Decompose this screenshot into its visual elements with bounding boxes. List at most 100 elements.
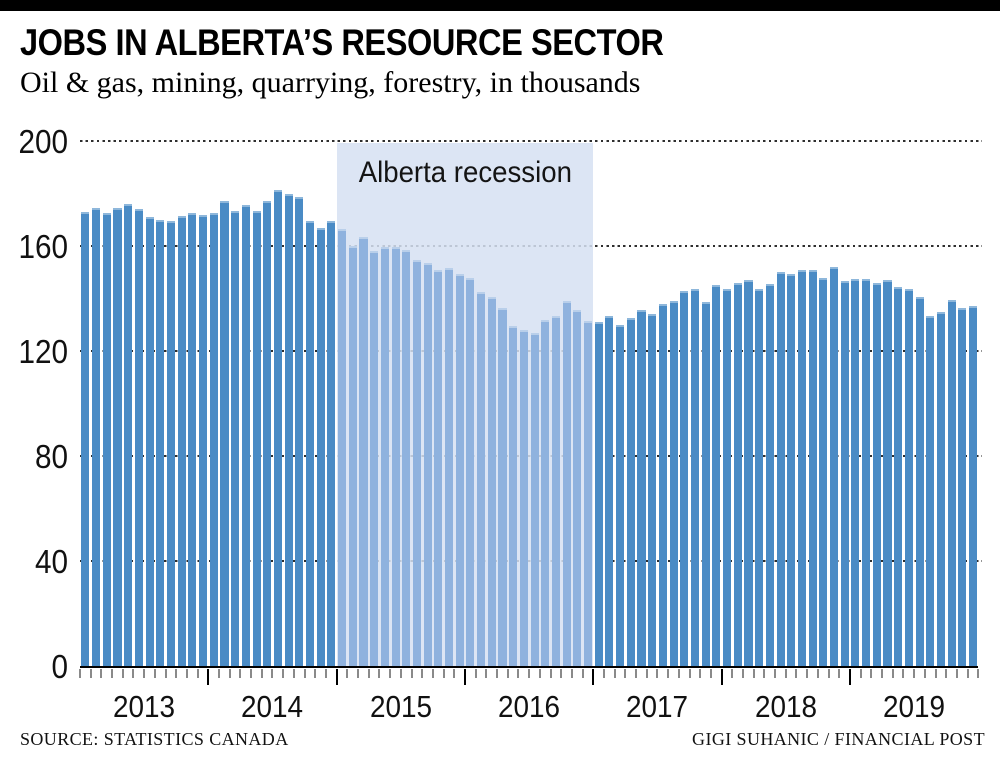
bar-2018-12 (840, 281, 849, 666)
month-tick (528, 668, 531, 678)
month-tick (517, 668, 520, 678)
month-tick (538, 668, 541, 678)
y-axis-label-40: 40 (34, 542, 68, 580)
month-tick (816, 668, 819, 678)
month-tick (742, 668, 745, 678)
month-tick (859, 668, 862, 678)
month-tick (570, 668, 573, 678)
bar-2019-06 (904, 289, 913, 666)
bar-2016-09 (551, 315, 561, 666)
bar-2018-06 (776, 272, 785, 666)
month-tick (838, 668, 841, 678)
top-rule (0, 0, 1000, 11)
month-tick (485, 668, 488, 678)
month-tick (314, 668, 317, 678)
bar-2016-11 (573, 310, 582, 666)
bar-2016-12 (584, 320, 593, 666)
bar-2018-02 (733, 282, 742, 666)
month-tick (153, 668, 156, 678)
month-tick (977, 668, 980, 678)
month-tick (913, 668, 916, 678)
month-tick (196, 668, 199, 678)
bar-2015-04 (370, 251, 379, 666)
bar-2013-08 (156, 219, 165, 666)
month-tick (645, 668, 648, 678)
bar-2016-08 (541, 319, 550, 666)
month-tick (966, 668, 969, 678)
bar-2019-04 (883, 280, 892, 666)
month-tick (881, 668, 884, 678)
x-axis-label-2017: 2017 (626, 689, 689, 724)
bar-2013-12 (199, 214, 208, 666)
x-axis-line (80, 665, 978, 669)
author-credit: GIGI SUHANIC / FINANCIAL POST (692, 729, 985, 749)
month-tick (132, 668, 135, 678)
bar-2013-01 (81, 211, 90, 666)
bar-2013-07 (145, 217, 154, 666)
month-tick (560, 668, 563, 678)
month-tick (111, 668, 114, 678)
bar-2015-05 (380, 247, 389, 666)
bar-2016-07 (530, 332, 539, 666)
bar-2017-03 (616, 324, 625, 666)
bar-2013-11 (188, 213, 197, 666)
month-tick (752, 668, 755, 678)
bar-2017-06 (648, 314, 657, 666)
month-tick (399, 668, 402, 678)
bar-2019-07 (915, 297, 924, 666)
month-tick (260, 668, 263, 678)
month-tick (292, 668, 295, 678)
x-axis-label-2018: 2018 (754, 689, 817, 724)
bar-2016-04 (498, 307, 507, 666)
bar-2014-08 (284, 193, 293, 666)
month-tick (421, 668, 424, 678)
x-axis-label-2013: 2013 (113, 689, 176, 724)
chart-title: JOBS IN ALBERTA’S RESOURCE SECTOR (20, 22, 664, 63)
month-tick (902, 668, 905, 678)
month-tick (763, 668, 766, 678)
bar-2014-07 (273, 189, 282, 666)
bar-2019-05 (894, 286, 903, 666)
month-tick (699, 668, 702, 678)
bar-2015-08 (412, 260, 421, 666)
y-axis-label-80: 80 (34, 437, 68, 475)
month-tick (891, 668, 894, 678)
bar-2017-08 (669, 301, 678, 666)
bar-2016-10 (562, 301, 571, 666)
month-tick (389, 668, 392, 678)
month-tick (431, 668, 434, 678)
bar-2013-03 (102, 213, 111, 666)
bar-2017-01 (594, 322, 603, 666)
month-tick (795, 668, 798, 678)
gridline-200 (80, 139, 982, 143)
month-tick (89, 668, 92, 678)
bar-2018-08 (797, 269, 806, 666)
bar-2013-04 (113, 207, 122, 666)
month-tick (143, 668, 146, 678)
bar-2015-09 (423, 263, 432, 666)
bar-2017-12 (712, 285, 721, 666)
y-axis-label-160: 160 (18, 227, 69, 265)
month-tick (185, 668, 188, 678)
month-tick (806, 668, 809, 678)
bar-2017-11 (701, 302, 710, 666)
bar-2015-07 (402, 249, 411, 666)
recession-band-label: Alberta recession (358, 156, 572, 189)
bar-2017-04 (626, 318, 635, 666)
x-axis-label-2015: 2015 (369, 689, 432, 724)
bar-2013-05 (124, 204, 133, 666)
bar-2018-05 (765, 284, 774, 666)
bar-2015-06 (391, 247, 400, 666)
month-tick (175, 668, 178, 678)
year-tick (592, 668, 595, 685)
month-tick (635, 668, 638, 678)
bar-2014-03 (231, 210, 240, 666)
month-tick (955, 668, 958, 678)
month-tick (303, 668, 306, 678)
month-tick (442, 668, 445, 678)
x-axis-label-2016: 2016 (498, 689, 561, 724)
x-axis-label-2014: 2014 (241, 689, 304, 724)
bar-2017-09 (680, 290, 689, 666)
bar-2013-06 (134, 209, 143, 666)
month-tick (218, 668, 221, 678)
